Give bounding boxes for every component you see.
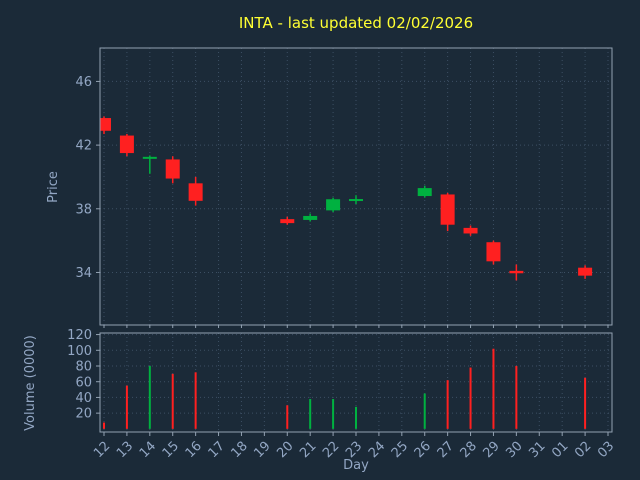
volume-axis-label: Volume (0000)	[23, 335, 38, 431]
candle-body	[165, 159, 180, 179]
volume-bar	[148, 366, 151, 429]
candle-body	[349, 199, 363, 202]
volume-tick-label: 60	[75, 375, 92, 390]
candle-body	[417, 188, 432, 197]
candle-body	[578, 267, 593, 276]
volume-tick-label: 20	[75, 407, 92, 422]
volume-bar	[515, 366, 518, 429]
chart-title: INTA - last updated 02/02/2026	[239, 14, 473, 32]
candle-body	[119, 135, 134, 154]
volume-bar	[332, 399, 335, 429]
volume-tick-label: 120	[67, 328, 92, 343]
volume-series	[103, 348, 587, 429]
volume-bar	[286, 405, 289, 429]
candle-body	[100, 118, 111, 131]
volume-bar	[309, 399, 312, 429]
volume-tick-label: 40	[75, 391, 92, 406]
tick-marks	[96, 80, 609, 436]
candle-body	[280, 219, 295, 224]
price-axis-label: Price	[46, 171, 61, 203]
x-axis-label: Day	[343, 458, 369, 473]
candle-body	[303, 215, 318, 220]
price-tick-label: 42	[75, 139, 92, 154]
candlestick-series	[100, 116, 593, 281]
volume-bar	[492, 348, 495, 429]
volume-bar	[446, 380, 449, 429]
price-tick-label: 38	[75, 202, 92, 217]
candle-body	[326, 199, 341, 211]
volume-bar	[355, 406, 357, 429]
volume-bar	[171, 373, 174, 429]
volume-bar	[584, 377, 587, 429]
volume-bar	[103, 422, 105, 429]
volume-tick-label: 100	[67, 344, 92, 359]
volume-bar	[423, 393, 426, 429]
volume-bar	[194, 372, 197, 429]
candle-body	[142, 156, 157, 159]
candle-body	[440, 194, 455, 225]
candle-body	[486, 242, 501, 262]
volume-tick-label: 80	[75, 360, 92, 375]
price-tick-label: 34	[75, 266, 92, 281]
volume-bar	[125, 385, 128, 429]
candle-body	[509, 270, 524, 274]
volume-bar	[469, 367, 472, 429]
candle-body	[463, 227, 478, 234]
candle-body	[188, 183, 203, 201]
price-tick-label: 46	[75, 75, 92, 90]
